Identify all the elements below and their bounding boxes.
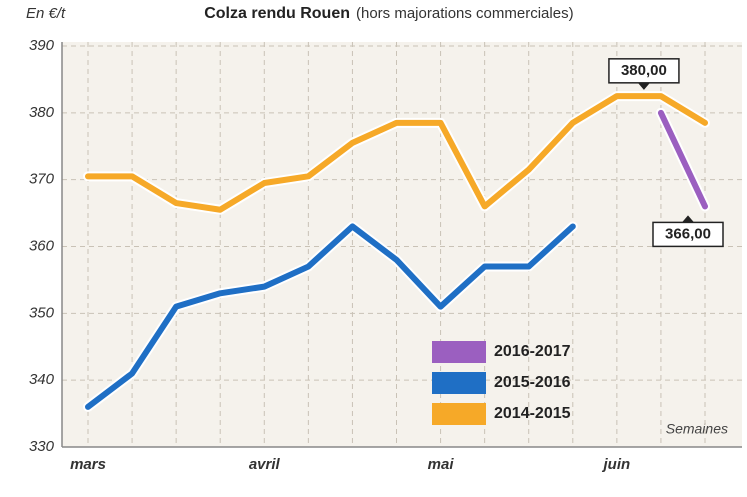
legend-swatch bbox=[432, 403, 486, 425]
value-label: 380,00 bbox=[621, 62, 667, 79]
legend-swatch bbox=[432, 341, 486, 363]
x-tick-label: mars bbox=[70, 456, 106, 473]
legend-label: 2014-2015 bbox=[494, 405, 571, 422]
y-tick-label: 370 bbox=[29, 171, 55, 188]
plot-area bbox=[62, 42, 742, 447]
chart-title: Colza rendu Rouen bbox=[204, 5, 350, 22]
x-axis-label: Semaines bbox=[666, 421, 728, 437]
line bbox=[657, 109, 708, 210]
value-label-box bbox=[652, 221, 724, 248]
y-tick-label: 390 bbox=[29, 37, 55, 54]
line bbox=[85, 223, 576, 410]
chart-subtitle: (hors majorations commerciales) bbox=[356, 5, 574, 22]
y-tick-label: 350 bbox=[29, 304, 55, 321]
value-label-box bbox=[608, 58, 680, 84]
legend-label: 2016-2017 bbox=[494, 343, 571, 360]
x-tick-label: mai bbox=[428, 456, 455, 473]
y-tick-label: 330 bbox=[29, 438, 55, 455]
y-axis-label: En €/t bbox=[26, 5, 66, 22]
legend-label: 2015-2016 bbox=[494, 374, 571, 391]
line bbox=[85, 93, 708, 213]
y-tick-label: 360 bbox=[29, 237, 55, 254]
value-label: 366,00 bbox=[665, 225, 711, 242]
x-tick-label: avril bbox=[249, 456, 281, 473]
legend-swatch bbox=[432, 372, 486, 394]
label-pointer bbox=[637, 82, 650, 90]
y-tick-label: 340 bbox=[29, 371, 55, 388]
label-pointer bbox=[682, 215, 694, 223]
y-tick-label: 380 bbox=[29, 104, 55, 121]
x-tick-label: juin bbox=[602, 456, 631, 473]
